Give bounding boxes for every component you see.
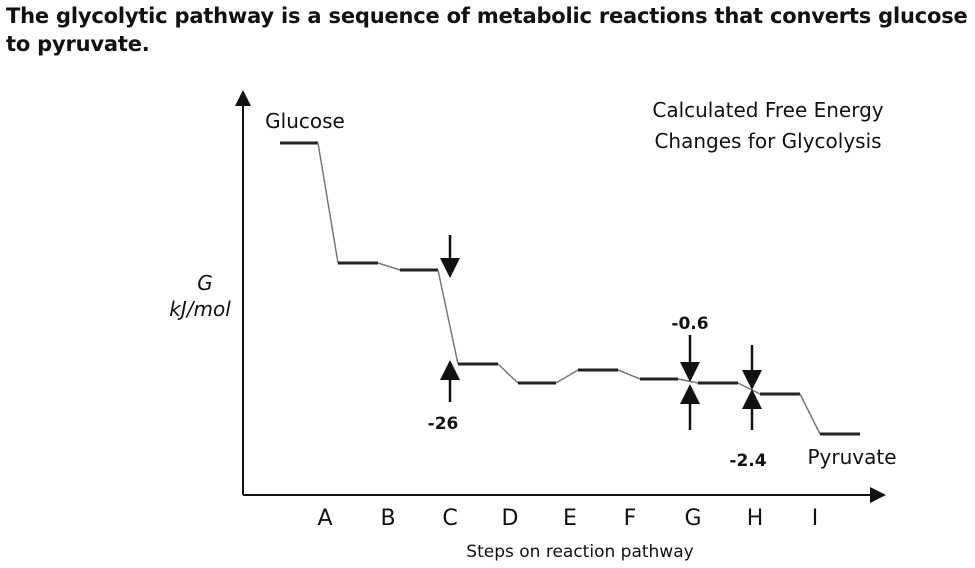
annotation: -0.6: [671, 314, 708, 334]
category-label: D: [502, 506, 519, 531]
category-label: B: [380, 506, 395, 531]
category-labels: A B C D E F G H I: [317, 506, 818, 531]
y-axis-label: kJ/mol: [169, 297, 231, 321]
title-line: Calculated Free Energy: [652, 98, 883, 122]
intro-text: The glycolytic pathway is a sequence of …: [6, 4, 968, 56]
category-label: E: [563, 506, 577, 531]
title-line: Changes for Glycolysis: [654, 129, 881, 153]
annotation: -2.4: [729, 451, 766, 471]
connector: [737, 382, 761, 395]
category-label: G: [684, 506, 701, 531]
category-label: A: [317, 506, 332, 531]
category-label: I: [812, 506, 819, 531]
connector: [497, 363, 519, 384]
start-label: Glucose: [265, 109, 345, 133]
connector: [677, 378, 699, 384]
connector: [799, 393, 821, 435]
category-label: H: [747, 506, 764, 531]
x-axis-label: Steps on reaction pathway: [466, 542, 693, 562]
y-axis-label: G: [197, 271, 213, 295]
connector: [377, 262, 401, 271]
category-label: C: [442, 506, 457, 531]
connector: [317, 142, 339, 264]
category-label: F: [624, 506, 637, 531]
levels: [280, 141, 860, 436]
connector: [617, 369, 641, 380]
connector: [555, 369, 579, 384]
connector: [437, 269, 459, 365]
end-label: Pyruvate: [807, 445, 896, 469]
annotation: -26: [428, 414, 459, 434]
